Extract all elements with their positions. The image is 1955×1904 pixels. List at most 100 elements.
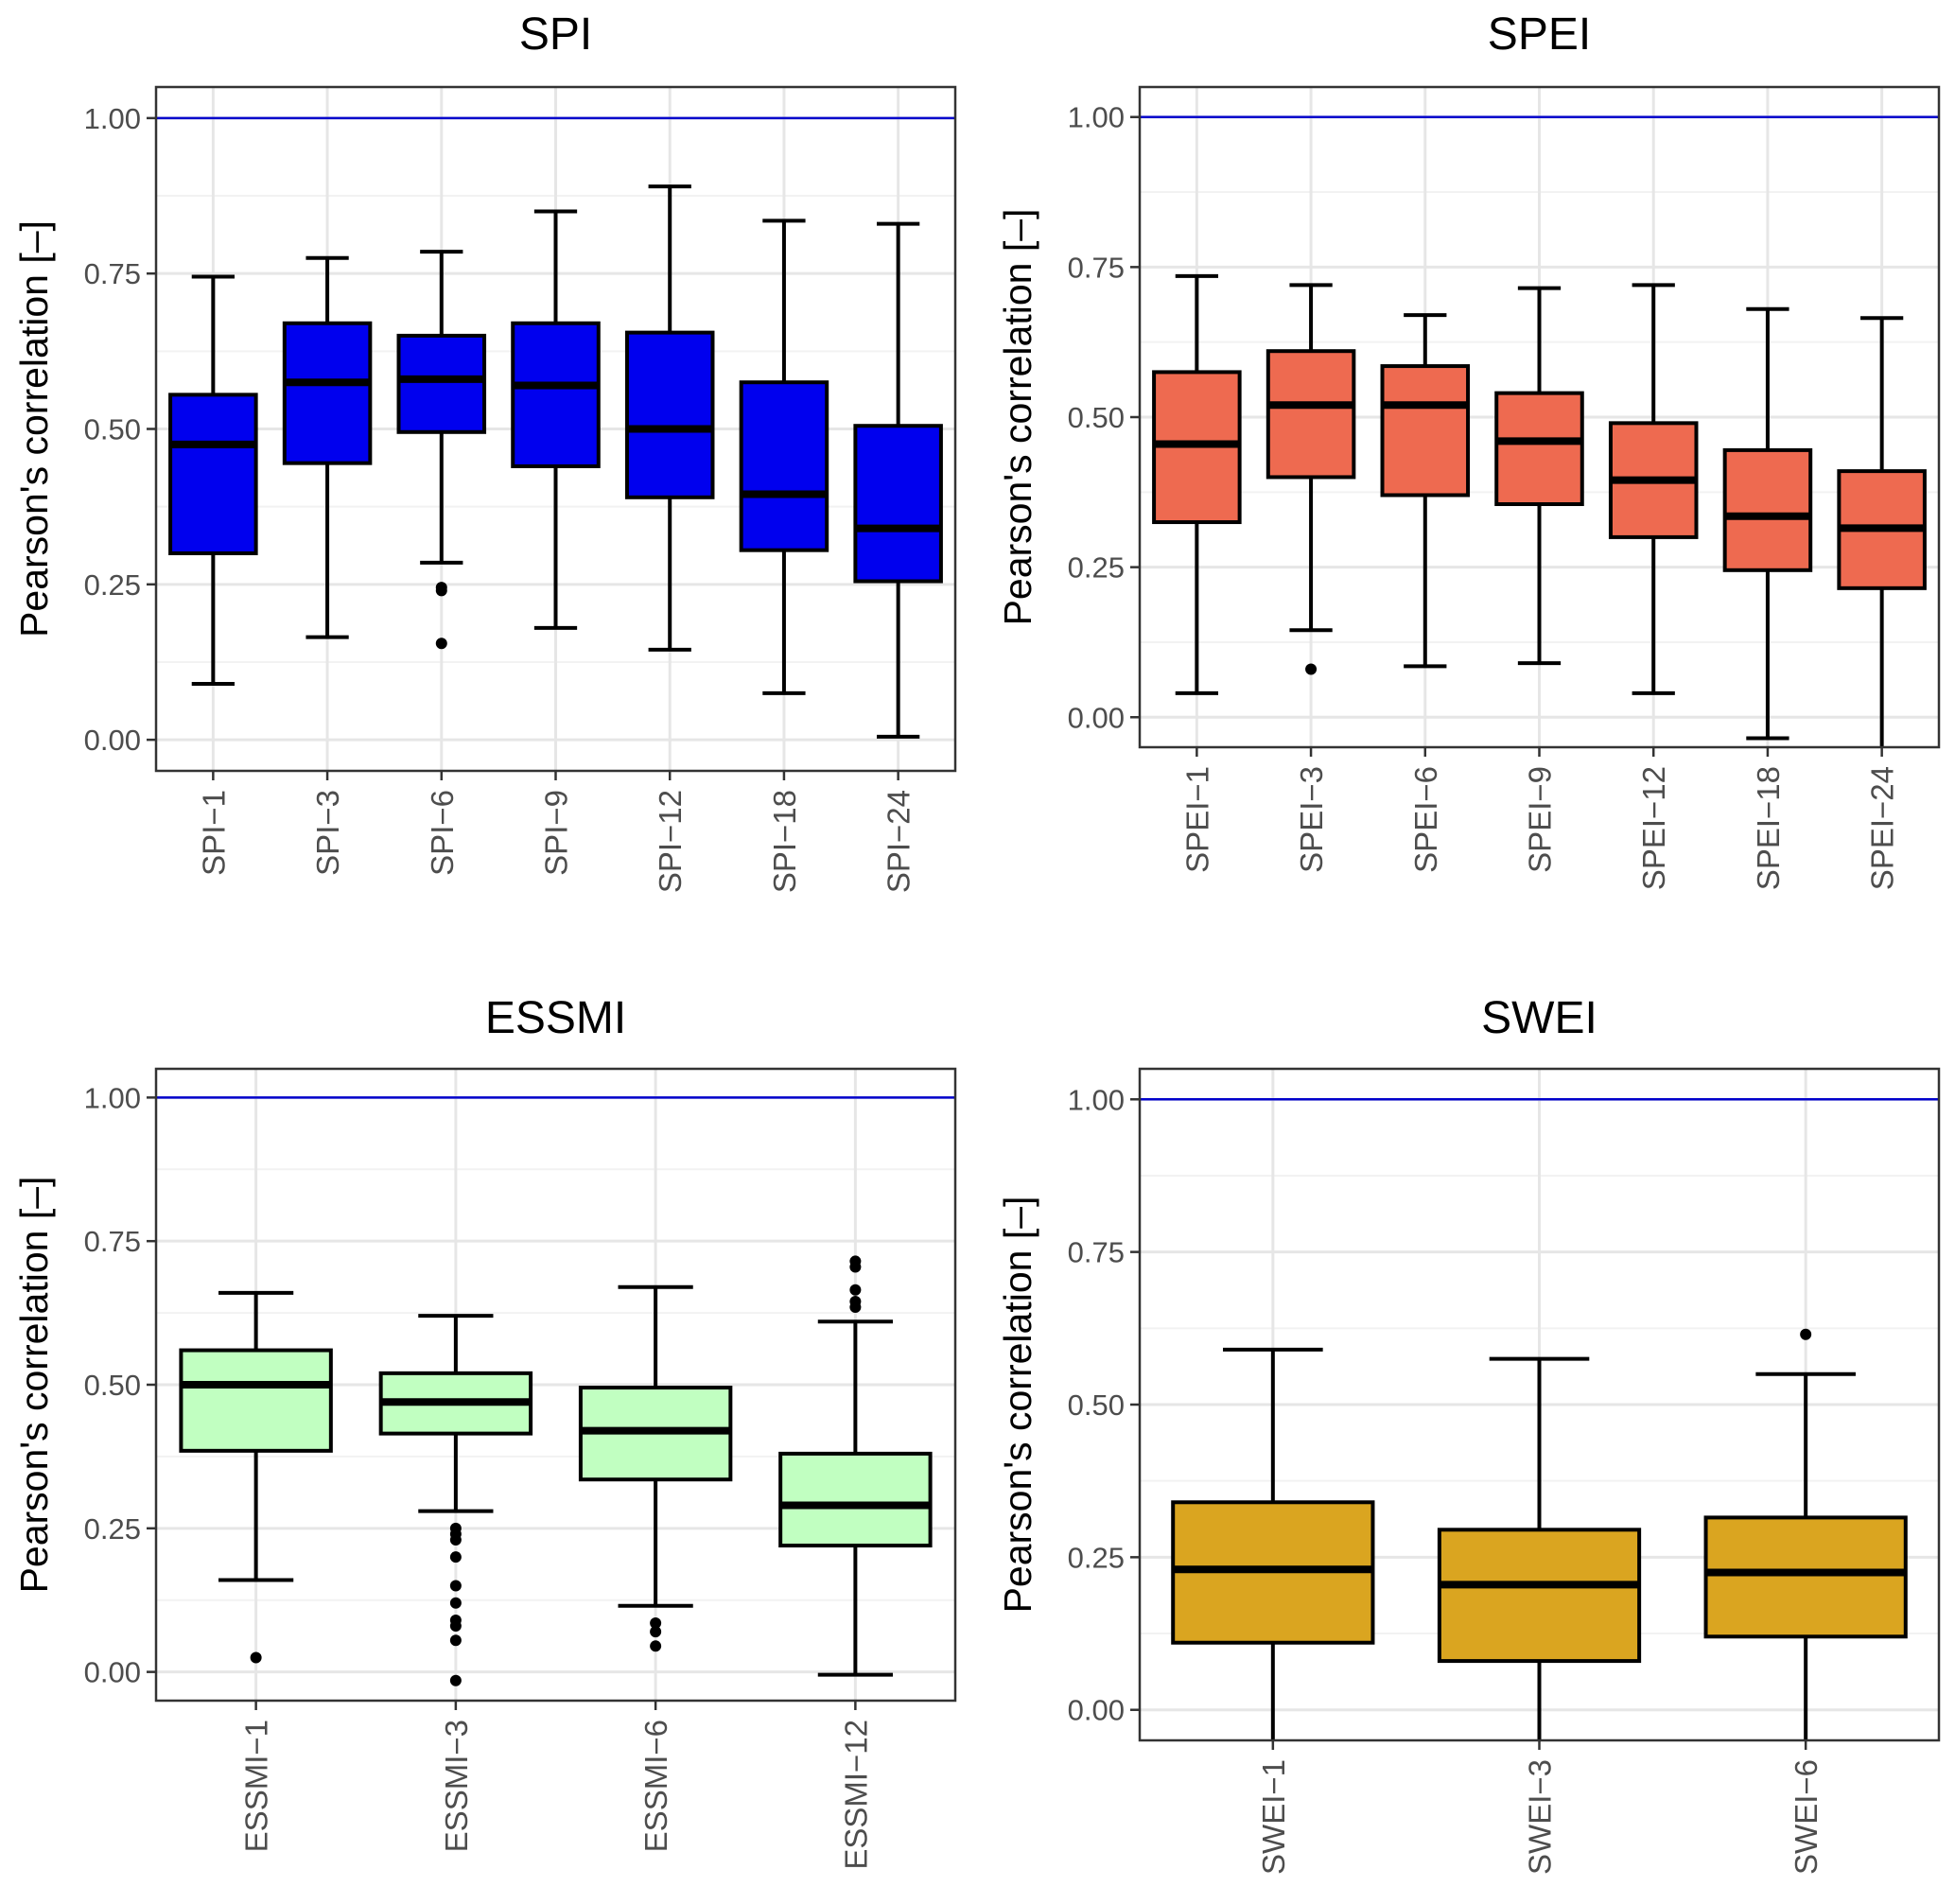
outlier-point	[435, 585, 447, 597]
box-iqr	[778, 1451, 933, 1548]
chart-title: ESSMI	[485, 993, 626, 1043]
x-tick-label: SPI−1	[196, 790, 231, 876]
box-iqr	[179, 1348, 333, 1453]
box-SPEI−24	[1837, 316, 1927, 747]
outlier-point	[849, 1301, 862, 1314]
y-tick-label: 0.75	[1068, 251, 1125, 284]
box-SPEI−9	[1494, 286, 1584, 666]
x-tick-label: SWEI−3	[1523, 1759, 1558, 1875]
outlier-point	[650, 1640, 662, 1652]
box-iqr	[511, 321, 601, 468]
box-iqr	[282, 321, 373, 465]
x-tick-label: SPI−18	[767, 790, 802, 893]
box-iqr	[1494, 391, 1584, 507]
box-iqr	[1380, 364, 1471, 498]
outlier-point	[449, 1634, 462, 1647]
outlier-point	[1800, 1328, 1812, 1340]
y-tick-label: 1.00	[84, 102, 141, 135]
y-axis-label: Pearson's correlation [–]	[996, 1197, 1039, 1614]
y-tick-label: 0.75	[1068, 1236, 1125, 1269]
y-tick-label: 0.25	[84, 1512, 141, 1546]
x-tick-label: ESSMI−6	[638, 1720, 673, 1852]
y-tick-label: 0.50	[1068, 401, 1125, 434]
box-SPI−3	[282, 255, 373, 639]
y-tick-label: 0.50	[1068, 1389, 1125, 1422]
panel-spei: 0.00 0.25 0.50 0.75 1.00 SPEI−1 SPEI−3 SPEI−6 SP…	[996, 9, 1941, 890]
outlier-point	[650, 1617, 662, 1630]
box-iqr	[853, 424, 943, 584]
box-SPEI−18	[1722, 306, 1813, 741]
x-tick-label: ESSMI−1	[239, 1720, 274, 1852]
outlier-point	[449, 1597, 462, 1609]
panel-essmi: 0.00 0.25 0.50 0.75 1.00 ESSMI−1 ESSMI−3 ESSMI−…	[12, 993, 957, 1870]
y-tick-label: 0.00	[1068, 701, 1125, 734]
outlier-point	[250, 1651, 262, 1664]
x-tick-label: SPI−9	[539, 790, 574, 876]
x-tick-label: SPI−24	[881, 790, 916, 893]
box-iqr	[1703, 1515, 1908, 1639]
x-tick-label: SPI−6	[425, 790, 460, 876]
y-tick-label: 0.25	[1068, 551, 1125, 585]
y-tick-label: 1.00	[1068, 101, 1125, 134]
chart-title: SWEI	[1481, 993, 1597, 1043]
box-SPI−18	[739, 218, 829, 695]
box-SPI−24	[853, 221, 943, 739]
box-iqr	[1722, 447, 1813, 572]
x-tick-label: ESSMI−12	[838, 1720, 873, 1870]
box-ESSMI−3	[378, 1314, 533, 1686]
box-ESSMI−1	[179, 1290, 333, 1664]
box-SWEI−3	[1437, 1356, 1642, 1740]
x-tick-label: SPEI−9	[1523, 766, 1558, 873]
box-SPEI−6	[1380, 313, 1471, 669]
panel-spi: 0.00 0.25 0.50 0.75 1.00 SPI−1 SPI−3 SPI−6 SPI−9…	[12, 9, 957, 893]
chart-title: SPEI	[1488, 9, 1591, 60]
y-axis-label: Pearson's correlation [–]	[12, 1177, 56, 1594]
outlier-point	[849, 1284, 862, 1296]
box-iqr	[1266, 349, 1356, 480]
x-tick-label: SPI−3	[310, 790, 345, 876]
x-tick-label: SPEI−24	[1865, 766, 1900, 890]
x-tick-label: SPEI−18	[1751, 766, 1786, 890]
box-ESSMI−12	[778, 1255, 933, 1677]
box-SPI−1	[168, 274, 258, 686]
y-tick-label: 0.50	[84, 413, 141, 446]
y-tick-label: 0.75	[84, 1225, 141, 1258]
outlier-point	[650, 1626, 662, 1638]
x-tick-label: SPI−12	[653, 790, 688, 893]
box-SPI−12	[624, 184, 715, 652]
box-ESSMI−6	[578, 1284, 733, 1652]
y-tick-label: 0.00	[1068, 1694, 1125, 1727]
box-iqr	[168, 393, 258, 555]
box-iqr	[624, 330, 715, 499]
y-tick-label: 0.25	[1068, 1541, 1125, 1574]
x-tick-label: SPEI−6	[1408, 766, 1443, 873]
outlier-point	[449, 1551, 462, 1563]
y-tick-label: 0.25	[84, 568, 141, 602]
chart-title: SPI	[519, 9, 592, 60]
box-SWEI−6	[1703, 1328, 1908, 1740]
x-tick-label: SPEI−3	[1294, 766, 1329, 873]
y-tick-label: 0.75	[84, 257, 141, 290]
y-tick-label: 1.00	[84, 1081, 141, 1114]
box-SPEI−1	[1152, 273, 1242, 695]
outlier-point	[849, 1261, 862, 1273]
y-tick-label: 0.50	[84, 1369, 141, 1402]
panel-swei: 0.00 0.25 0.50 0.75 1.00 SWEI−1 SWEI−3 SWEI−6 SW…	[996, 993, 1941, 1875]
outlier-point	[449, 1674, 462, 1686]
box-SPEI−12	[1608, 283, 1699, 695]
outlier-point	[449, 1620, 462, 1633]
y-tick-label: 0.00	[84, 1656, 141, 1689]
y-axis-label: Pearson's correlation [–]	[12, 220, 56, 638]
box-SPEI−3	[1266, 283, 1356, 675]
y-tick-label: 0.00	[84, 724, 141, 757]
outlier-point	[1305, 663, 1318, 675]
outlier-point	[435, 638, 447, 650]
outlier-point	[449, 1580, 462, 1592]
x-tick-label: SPEI−1	[1179, 766, 1214, 873]
x-tick-label: SWEI−1	[1256, 1759, 1291, 1875]
x-tick-label: SWEI−6	[1789, 1759, 1824, 1875]
y-tick-label: 1.00	[1068, 1083, 1125, 1116]
box-iqr	[396, 333, 487, 434]
x-tick-label: SPEI−12	[1636, 766, 1671, 890]
